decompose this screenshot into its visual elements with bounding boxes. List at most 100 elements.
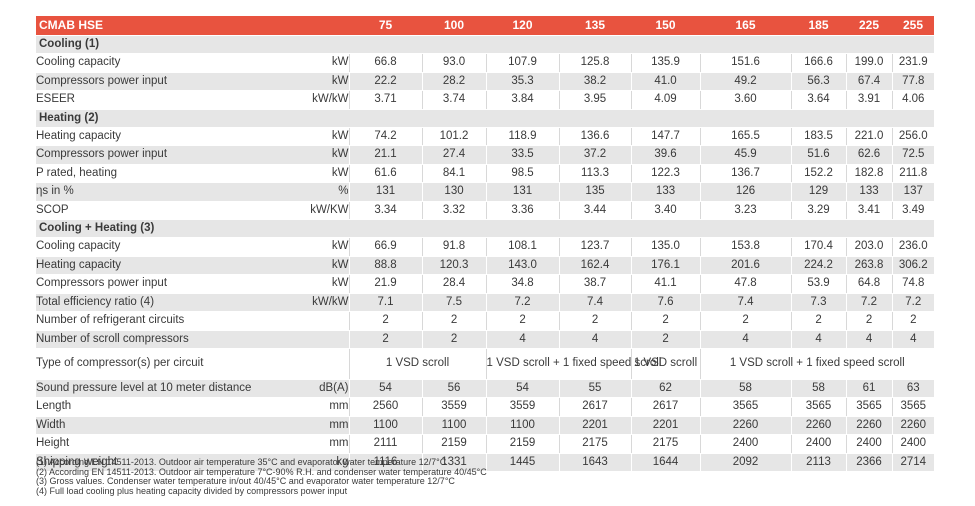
cell-value: 38.7 xyxy=(558,274,632,294)
cell-value: 133 xyxy=(845,182,893,202)
cell-value: 2400 xyxy=(845,434,893,454)
cell-value: 3.29 xyxy=(790,201,847,221)
row-label: Height xyxy=(36,434,276,454)
row-label: Number of scroll compressors xyxy=(36,330,276,349)
section-row: Heating (2) xyxy=(36,109,935,129)
row-unit: kW xyxy=(276,274,350,294)
cell-value: 2201 xyxy=(558,416,632,436)
cell-value: 2159 xyxy=(485,434,560,454)
spec-table: CMAB HSE 75 100 120 135 150 165 185 225 … xyxy=(36,16,935,472)
cell-value: 4 xyxy=(790,330,847,349)
section-title: Cooling (1) xyxy=(36,35,935,55)
cell-value: 2260 xyxy=(845,416,893,436)
cell-value: 3565 xyxy=(845,397,893,417)
cell-value: 2 xyxy=(699,311,792,331)
cell-value: 2560 xyxy=(348,397,423,417)
cell-value: 2366 xyxy=(845,453,893,472)
row-label: Number of refrigerant circuits xyxy=(36,311,276,331)
cell-value: 2 xyxy=(630,330,701,349)
row-label: Width xyxy=(36,416,276,436)
cell-value: 66.8 xyxy=(348,53,423,73)
cell-value: 7.2 xyxy=(891,293,935,313)
cell-value: 45.9 xyxy=(699,145,792,165)
row-unit: mm xyxy=(276,397,350,417)
cell-value: 1331 xyxy=(421,453,487,472)
cell-value: 77.8 xyxy=(891,72,935,92)
cell-value: 2 xyxy=(845,311,893,331)
cell-value: 120.3 xyxy=(421,256,487,276)
cell-value: 4.09 xyxy=(630,90,701,110)
cell-value: 153.8 xyxy=(699,237,792,257)
row-label: Heating capacity xyxy=(36,127,276,147)
cell-value: 7.3 xyxy=(790,293,847,313)
cell-value: 199.0 xyxy=(845,53,893,73)
cell-value: 224.2 xyxy=(790,256,847,276)
cell-value: 162.4 xyxy=(558,256,632,276)
table-row: Number of scroll compressors 2 2 4 4 2 4 4 4 4 xyxy=(36,330,935,349)
cell-value: 7.4 xyxy=(699,293,792,313)
cell-value: 136.7 xyxy=(699,164,792,184)
cell-value: 28.4 xyxy=(421,274,487,294)
cell-value: 135.9 xyxy=(630,53,701,73)
cell-value: 4 xyxy=(845,330,893,349)
model-header: 165 xyxy=(700,16,792,36)
cell-value: 3.32 xyxy=(421,201,487,221)
cell-value: 113.3 xyxy=(558,164,632,184)
row-label: Sound pressure level at 10 meter distanc… xyxy=(36,379,276,399)
row-label: Compressors power input xyxy=(36,145,276,165)
row-unit xyxy=(276,311,350,331)
cell-value: 3.84 xyxy=(485,90,560,110)
cell-value: 91.8 xyxy=(421,237,487,257)
cell-value: 62.6 xyxy=(845,145,893,165)
cell-value: 1644 xyxy=(630,453,701,472)
section-row: Cooling + Heating (3) xyxy=(36,219,935,239)
cell-value: 38.2 xyxy=(558,72,632,92)
model-header: 185 xyxy=(791,16,847,36)
cell-value: 221.0 xyxy=(845,127,893,147)
table-row: Length mm 2560 3559 3559 2617 2617 3565 3565 3565… xyxy=(36,397,935,417)
cell-value: 2092 xyxy=(699,453,792,472)
cell-value: 7.1 xyxy=(348,293,423,313)
cell-value: 2714 xyxy=(891,453,935,472)
row-unit: kW xyxy=(276,127,350,147)
cell-value: 2260 xyxy=(790,416,847,436)
cell-value: 33.5 xyxy=(485,145,560,165)
cell-value: 1100 xyxy=(485,416,560,436)
row-label: Heating capacity xyxy=(36,256,276,276)
table-row: Cooling capacity kW 66.8 93.0 107.9 125.8 135.… xyxy=(36,53,935,73)
row-unit: kW xyxy=(276,53,350,73)
model-header: 225 xyxy=(846,16,893,36)
row-label: P rated, heating xyxy=(36,164,276,184)
cell-value: 151.6 xyxy=(699,53,792,73)
cell-value: 3.60 xyxy=(699,90,792,110)
cell-value: 7.6 xyxy=(630,293,701,313)
row-label: ηs in % xyxy=(36,182,276,202)
cell-value: 131 xyxy=(485,182,560,202)
row-unit: dB(A) xyxy=(276,379,350,399)
cell-value: 3.71 xyxy=(348,90,423,110)
cell-value: 41.1 xyxy=(630,274,701,294)
row-unit: mm xyxy=(276,416,350,436)
cell-value: 137 xyxy=(891,182,935,202)
table-row: Type of compressor(s) per circuit 1 VSD s… xyxy=(36,348,935,380)
cell-value: 2175 xyxy=(558,434,632,454)
cell-value: 170.4 xyxy=(790,237,847,257)
cell-value: 64.8 xyxy=(845,274,893,294)
table-row: Height mm 2111 2159 2159 2175 2175 2400 2400 2400… xyxy=(36,434,935,454)
cell-value: 2175 xyxy=(630,434,701,454)
cell-value: 3.34 xyxy=(348,201,423,221)
table-body: Cooling (1) Cooling capacity kW 66.8 93.0 107… xyxy=(36,35,935,472)
section-row: Cooling (1) xyxy=(36,35,935,55)
cell-value: 3565 xyxy=(891,397,935,417)
table-row: SCOP kW/KW 3.34 3.32 3.36 3.44 3.40 3.23 3.29 3.4… xyxy=(36,201,935,221)
cell-value: 3.41 xyxy=(845,201,893,221)
cell-value: 61.6 xyxy=(348,164,423,184)
cell-value: 123.7 xyxy=(558,237,632,257)
cell-value: 1 VSD scroll xyxy=(630,348,701,380)
table-row: Compressors power input kW 22.2 28.2 35.3 38.… xyxy=(36,72,935,92)
row-unit: kg xyxy=(276,453,350,472)
cell-value: 183.5 xyxy=(790,127,847,147)
cell-value: 7.2 xyxy=(845,293,893,313)
cell-value: 2 xyxy=(348,311,423,331)
cell-value: 166.6 xyxy=(790,53,847,73)
